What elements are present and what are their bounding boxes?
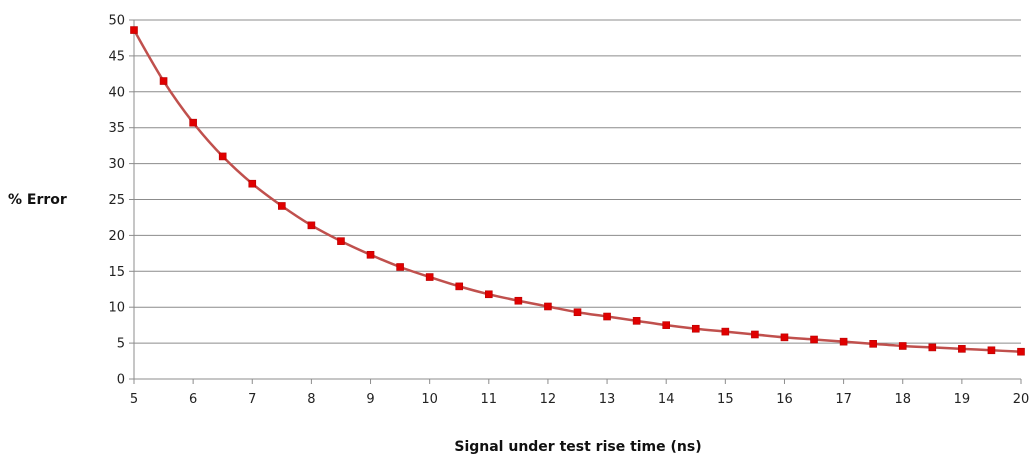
x-tick-label: 10 xyxy=(421,392,438,407)
data-point-marker xyxy=(721,327,730,336)
x-tick-label: 17 xyxy=(835,392,852,407)
data-point-marker xyxy=(337,237,345,245)
x-tick-label: 6 xyxy=(189,392,197,407)
y-tick-label: 0 xyxy=(117,373,125,388)
data-point-marker xyxy=(366,250,375,259)
data-point-marker xyxy=(898,342,907,350)
series-line xyxy=(132,29,1022,353)
series-layer xyxy=(130,26,1025,356)
data-point-marker xyxy=(218,152,227,161)
data-point-marker xyxy=(603,312,611,321)
data-point-marker xyxy=(396,263,404,271)
x-tick-label: 16 xyxy=(776,392,793,407)
data-point-marker xyxy=(514,296,523,305)
x-tick-label: 12 xyxy=(540,392,557,407)
x-axis-ticks: 5 6 7 8 9 10 11 12 13 14 15 16 17 18 19 20 xyxy=(130,379,1029,407)
data-point-marker xyxy=(248,179,257,188)
x-axis-title: Signal under test rise time (ns) xyxy=(454,439,701,455)
gridlines xyxy=(134,19,1021,344)
data-point-marker xyxy=(958,345,966,353)
data-point-marker xyxy=(189,118,197,127)
y-tick-label: 35 xyxy=(108,121,125,136)
data-point-marker xyxy=(810,335,818,344)
data-point-marker xyxy=(987,346,996,355)
data-point-marker xyxy=(691,324,700,333)
x-tick-label: 15 xyxy=(717,392,734,407)
x-tick-label: 9 xyxy=(366,392,374,407)
x-tick-label: 8 xyxy=(307,392,315,407)
y-tick-label: 30 xyxy=(108,157,125,172)
data-point-marker xyxy=(662,321,671,329)
y-axis-ticks: 0 5 10 15 20 25 30 35 40 45 50 xyxy=(108,14,134,388)
data-point-marker xyxy=(307,221,316,230)
x-tick-label: 13 xyxy=(599,392,616,407)
data-point-marker xyxy=(839,337,848,346)
x-tick-label: 7 xyxy=(248,392,256,407)
data-point-marker xyxy=(869,340,877,348)
data-point-marker xyxy=(751,330,759,339)
y-tick-label: 20 xyxy=(108,229,125,244)
y-tick-label: 5 xyxy=(117,337,125,352)
y-tick-label: 50 xyxy=(108,14,125,29)
data-point-marker xyxy=(573,308,582,317)
data-point-marker xyxy=(544,302,552,311)
y-tick-label: 45 xyxy=(108,49,125,64)
data-point-marker xyxy=(632,317,641,325)
x-tick-label: 14 xyxy=(658,392,675,407)
y-axis-title: % Error xyxy=(8,192,67,208)
data-point-marker xyxy=(159,77,168,85)
y-tick-label: 15 xyxy=(108,265,125,280)
x-tick-label: 11 xyxy=(481,392,498,407)
data-point-marker xyxy=(780,333,789,342)
data-point-marker xyxy=(928,343,937,352)
data-point-marker xyxy=(278,202,286,210)
data-point-marker xyxy=(455,282,464,291)
x-tick-label: 18 xyxy=(894,392,911,407)
y-tick-label: 40 xyxy=(108,85,125,100)
data-point-marker xyxy=(425,273,434,281)
x-tick-label: 5 xyxy=(130,392,138,407)
x-tick-label: 19 xyxy=(954,392,971,407)
data-point-marker xyxy=(1017,347,1025,356)
data-point-marker xyxy=(130,26,138,34)
data-point-marker xyxy=(484,290,493,299)
y-tick-label: 10 xyxy=(108,301,125,316)
y-tick-label: 25 xyxy=(108,193,125,208)
x-tick-label: 20 xyxy=(1013,392,1030,407)
